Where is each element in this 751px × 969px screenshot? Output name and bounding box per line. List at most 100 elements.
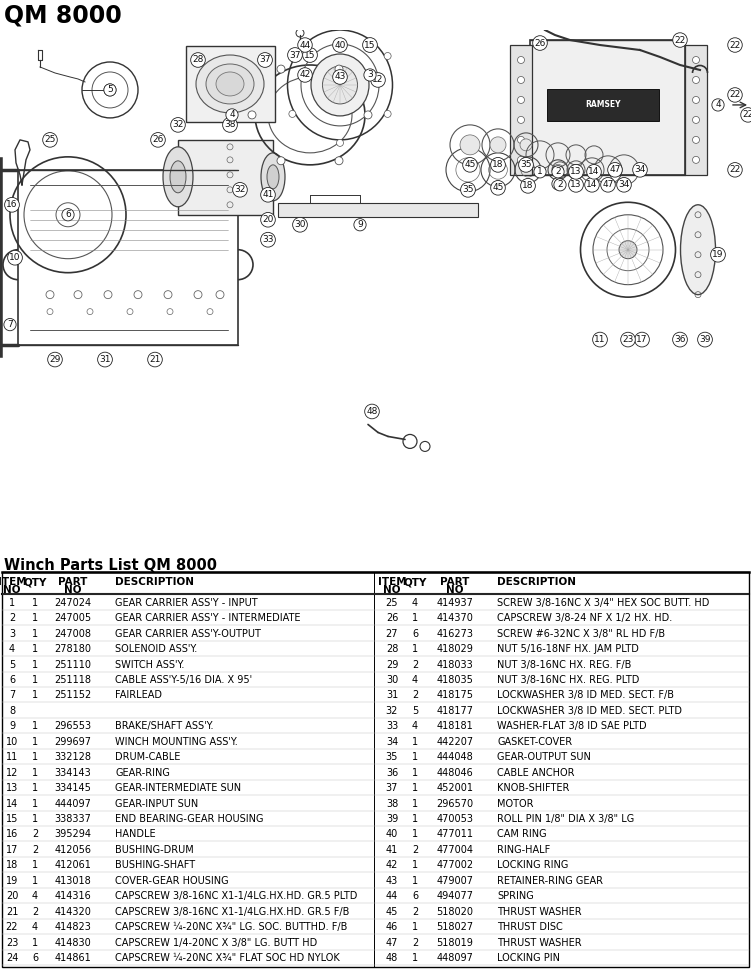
Text: 43: 43 — [334, 73, 345, 81]
Text: 37: 37 — [289, 50, 300, 59]
Text: 13: 13 — [6, 783, 18, 794]
Text: GEAR CARRIER ASS'Y - INTERMEDIATE: GEAR CARRIER ASS'Y - INTERMEDIATE — [115, 613, 300, 623]
Text: 1: 1 — [32, 814, 38, 824]
Text: 2: 2 — [32, 829, 38, 839]
Text: 29: 29 — [386, 660, 398, 670]
Text: 1: 1 — [412, 876, 418, 886]
Text: 24: 24 — [6, 953, 18, 963]
Text: 14: 14 — [588, 168, 600, 176]
Text: NO: NO — [3, 585, 21, 595]
Text: 2: 2 — [412, 938, 418, 948]
Text: 38: 38 — [386, 798, 398, 808]
Text: 4: 4 — [715, 101, 721, 109]
Text: 332128: 332128 — [55, 752, 92, 763]
Text: 414370: 414370 — [436, 613, 473, 623]
Text: 33: 33 — [262, 235, 274, 244]
Text: 48: 48 — [366, 407, 378, 416]
Text: RETAINER-RING GEAR: RETAINER-RING GEAR — [497, 876, 603, 886]
Text: 5: 5 — [412, 705, 418, 716]
Text: 36: 36 — [386, 767, 398, 778]
Text: 470053: 470053 — [436, 814, 473, 824]
Circle shape — [692, 156, 699, 164]
Circle shape — [517, 137, 524, 143]
Text: QTY: QTY — [23, 578, 47, 587]
Circle shape — [517, 77, 524, 83]
Text: GEAR CARRIER ASS'Y-OUTPUT: GEAR CARRIER ASS'Y-OUTPUT — [115, 629, 261, 639]
Text: SCREW 3/8-16NC X 3/4" HEX SOC BUTT. HD: SCREW 3/8-16NC X 3/4" HEX SOC BUTT. HD — [497, 598, 710, 608]
Text: 1: 1 — [32, 876, 38, 886]
Text: 1: 1 — [412, 644, 418, 654]
Text: 35: 35 — [520, 160, 532, 170]
Ellipse shape — [322, 66, 357, 104]
Text: CAPSCREW ¼-20NC X¾" LG. SOC. BUTTHD. F/B: CAPSCREW ¼-20NC X¾" LG. SOC. BUTTHD. F/B — [115, 922, 348, 932]
Circle shape — [517, 97, 524, 104]
FancyBboxPatch shape — [278, 203, 478, 217]
Text: 1: 1 — [412, 783, 418, 794]
Text: 4: 4 — [412, 675, 418, 685]
Text: 11: 11 — [594, 335, 606, 344]
Text: 2: 2 — [412, 660, 418, 670]
Text: 22: 22 — [674, 36, 686, 45]
Text: 2: 2 — [412, 691, 418, 701]
Text: 1: 1 — [32, 860, 38, 870]
Text: 15: 15 — [364, 41, 376, 49]
Ellipse shape — [196, 55, 264, 113]
Text: 479007: 479007 — [436, 876, 473, 886]
Circle shape — [336, 140, 343, 146]
Text: 36: 36 — [674, 335, 686, 344]
Text: 6: 6 — [32, 953, 38, 963]
Circle shape — [517, 56, 524, 64]
Text: 1: 1 — [412, 860, 418, 870]
Text: 418035: 418035 — [436, 675, 473, 685]
Text: 35: 35 — [386, 752, 398, 763]
Text: 40: 40 — [386, 829, 398, 839]
Ellipse shape — [619, 240, 637, 259]
Text: 1: 1 — [32, 736, 38, 747]
Text: GEAR CARRIER ASS'Y - INPUT: GEAR CARRIER ASS'Y - INPUT — [115, 598, 258, 608]
Text: 46: 46 — [386, 922, 398, 932]
Text: BUSHING-SHAFT: BUSHING-SHAFT — [115, 860, 195, 870]
Text: 1: 1 — [412, 736, 418, 747]
Text: 22: 22 — [729, 166, 740, 174]
Text: 4: 4 — [412, 721, 418, 732]
Text: 1: 1 — [32, 767, 38, 778]
Text: 37: 37 — [259, 55, 271, 65]
Text: DESCRIPTION: DESCRIPTION — [497, 578, 576, 587]
Text: 251110: 251110 — [55, 660, 92, 670]
Text: RAMSEY: RAMSEY — [585, 101, 621, 109]
Circle shape — [517, 156, 524, 164]
Text: ITEM: ITEM — [0, 578, 26, 587]
Text: 21: 21 — [149, 355, 161, 364]
Text: 42: 42 — [300, 71, 311, 79]
Text: 45: 45 — [464, 160, 475, 170]
Text: 22: 22 — [729, 41, 740, 49]
Text: 38: 38 — [225, 120, 236, 130]
Ellipse shape — [267, 165, 279, 189]
Text: 418181: 418181 — [436, 721, 473, 732]
Text: 418177: 418177 — [436, 705, 473, 716]
Ellipse shape — [311, 54, 369, 116]
Text: 16: 16 — [6, 829, 18, 839]
Text: 22: 22 — [743, 110, 751, 119]
Text: 5: 5 — [107, 85, 113, 94]
Text: 518020: 518020 — [436, 907, 473, 917]
Text: QM 8000: QM 8000 — [4, 3, 122, 27]
Text: 414861: 414861 — [55, 953, 92, 963]
Text: 2: 2 — [557, 180, 562, 189]
Text: 45: 45 — [493, 183, 504, 192]
Text: 12: 12 — [372, 76, 384, 84]
Text: 4: 4 — [32, 891, 38, 901]
Text: 15: 15 — [6, 814, 18, 824]
Text: 2: 2 — [32, 907, 38, 917]
Text: HANDLE: HANDLE — [115, 829, 155, 839]
Text: 418029: 418029 — [436, 644, 473, 654]
Text: 26: 26 — [534, 39, 546, 47]
FancyBboxPatch shape — [530, 40, 685, 174]
Text: 1: 1 — [9, 598, 15, 608]
Text: PART: PART — [59, 578, 88, 587]
FancyBboxPatch shape — [178, 140, 273, 215]
Text: CABLE ASS'Y-5/16 DIA. X 95': CABLE ASS'Y-5/16 DIA. X 95' — [115, 675, 252, 685]
Text: 1: 1 — [32, 783, 38, 794]
Circle shape — [692, 137, 699, 143]
Text: 9: 9 — [9, 721, 15, 732]
